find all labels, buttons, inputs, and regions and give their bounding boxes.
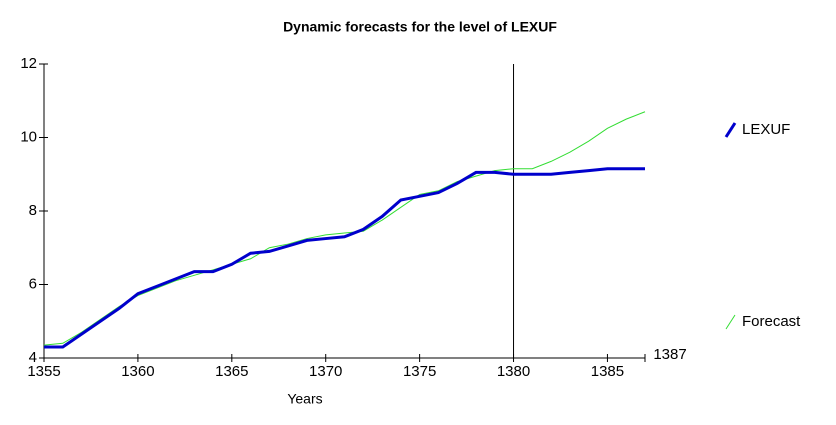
- x-tick-label: 1375: [403, 363, 436, 380]
- data-line: [44, 167, 645, 349]
- x-tick-label: 1380: [497, 363, 530, 380]
- y-tick-label: 12: [20, 55, 37, 72]
- y-tick-label: 10: [20, 128, 37, 145]
- x-tick-label: 1365: [215, 363, 248, 380]
- x-tick-label: 1387: [653, 346, 686, 363]
- legend-swatch: [725, 314, 736, 330]
- legend-swatch: [724, 122, 737, 138]
- chart-title: Dynamic forecasts for the level of LEXUF: [283, 19, 557, 35]
- x-tick-label: 1370: [309, 363, 342, 380]
- data-line: [43, 111, 646, 346]
- x-tick-label: 1385: [591, 363, 624, 380]
- y-tick-label: 4: [29, 349, 37, 366]
- x-axis-label: Years: [287, 391, 322, 407]
- legend-label: LEXUF: [742, 121, 790, 138]
- x-tick-label: 1360: [121, 363, 154, 380]
- y-tick-label: 6: [29, 275, 37, 292]
- x-tick-label: 1355: [27, 363, 60, 380]
- y-tick-label: 8: [29, 202, 37, 219]
- legend-label: Forecast: [742, 313, 801, 330]
